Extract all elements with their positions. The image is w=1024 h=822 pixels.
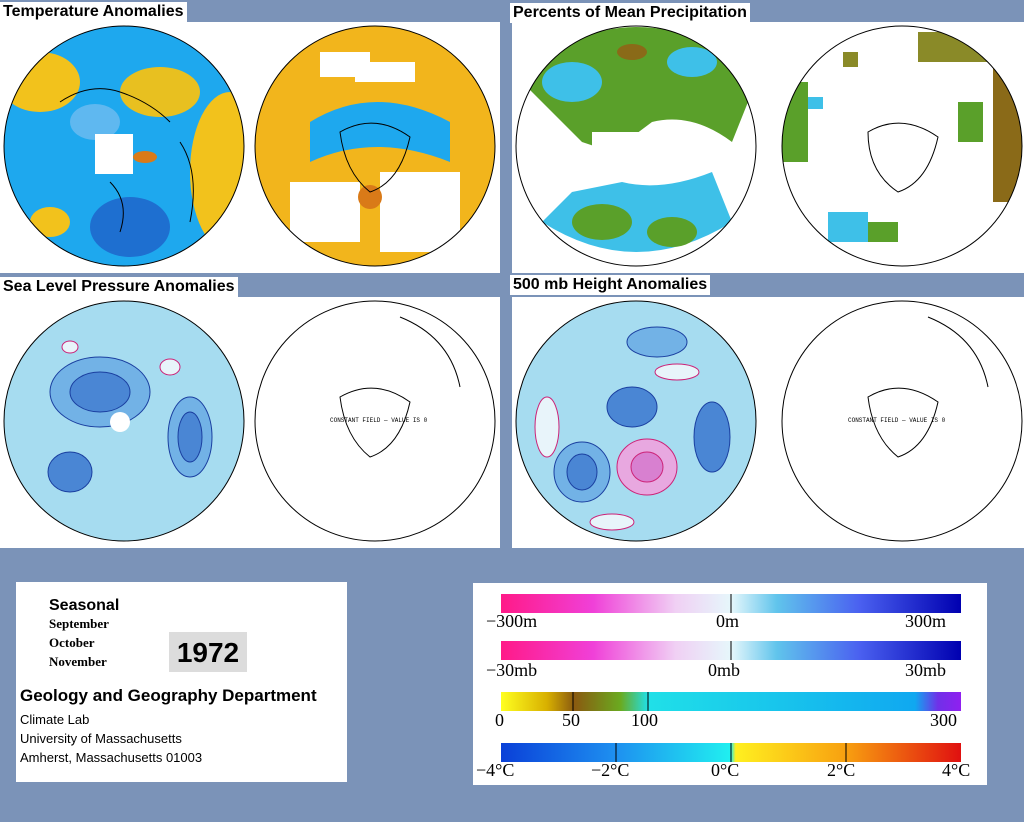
precip-300-label: 300: [930, 710, 957, 730]
legend-bars: [501, 594, 961, 762]
temperature-title: Temperature Anomalies: [0, 2, 187, 22]
height500-panel: CONSTANT FIELD — VALUE IS 0: [512, 297, 1024, 548]
slp-panel: CONSTANT FIELD — VALUE IS 0: [0, 297, 500, 548]
month-2: October: [49, 635, 95, 650]
temp-zero-label: 0°C: [711, 760, 740, 780]
slp-map-sh: [254, 300, 496, 542]
season-label: Seasonal: [49, 597, 120, 614]
height500-map-nh: [515, 300, 757, 542]
department-label: Geology and Geography Department: [20, 686, 317, 705]
month-3: November: [49, 654, 107, 669]
precipitation-panel: [512, 22, 1024, 273]
height500-map-sh: [781, 300, 1023, 542]
precipitation-title: Percents of Mean Precipitation: [510, 3, 750, 23]
precip-50-label: 50: [562, 710, 580, 730]
pressure-max-label: 30mb: [905, 660, 947, 680]
height500-title: 500 mb Height Anomalies: [510, 275, 711, 295]
temp-minus2-label: −2°C: [591, 760, 630, 780]
temperature-panel: [0, 22, 500, 273]
height-max-label: 300m: [905, 611, 947, 631]
precip-0-label: 0: [495, 710, 504, 730]
temp-plus2-label: 2°C: [827, 760, 856, 780]
precipitation-map-sh: [781, 25, 1023, 267]
month-1: September: [49, 616, 109, 631]
info-line-1: Climate Lab: [20, 712, 90, 727]
height-mid-label: 0m: [716, 611, 740, 631]
slp-title: Sea Level Pressure Anomalies: [0, 277, 238, 297]
info-box: Seasonal September October November 1972…: [16, 582, 347, 782]
slp-constant-note: CONSTANT FIELD — VALUE IS 0: [330, 417, 428, 424]
temperature-map-sh: [254, 25, 496, 267]
temp-plus4-label: 4°C: [942, 760, 971, 780]
precip-100-label: 100: [631, 710, 658, 730]
height500-constant-note: CONSTANT FIELD — VALUE IS 0: [848, 417, 946, 424]
info-line-2: University of Massachusetts: [20, 731, 182, 746]
height-min-label: −300m: [486, 611, 538, 631]
year-label: 1972: [169, 632, 247, 672]
pressure-mid-label: 0mb: [708, 660, 741, 680]
temperature-map-nh: [3, 25, 245, 267]
info-line-3: Amherst, Massachusetts 01003: [20, 750, 203, 765]
precipitation-map-nh: [515, 25, 757, 267]
color-legend: −300m 0m 300m −30mb 0mb 30mb 0 50 100 30…: [473, 583, 987, 785]
slp-map-nh: [3, 300, 245, 542]
pressure-min-label: −30mb: [486, 660, 538, 680]
temp-minus4-label: −4°C: [476, 760, 515, 780]
